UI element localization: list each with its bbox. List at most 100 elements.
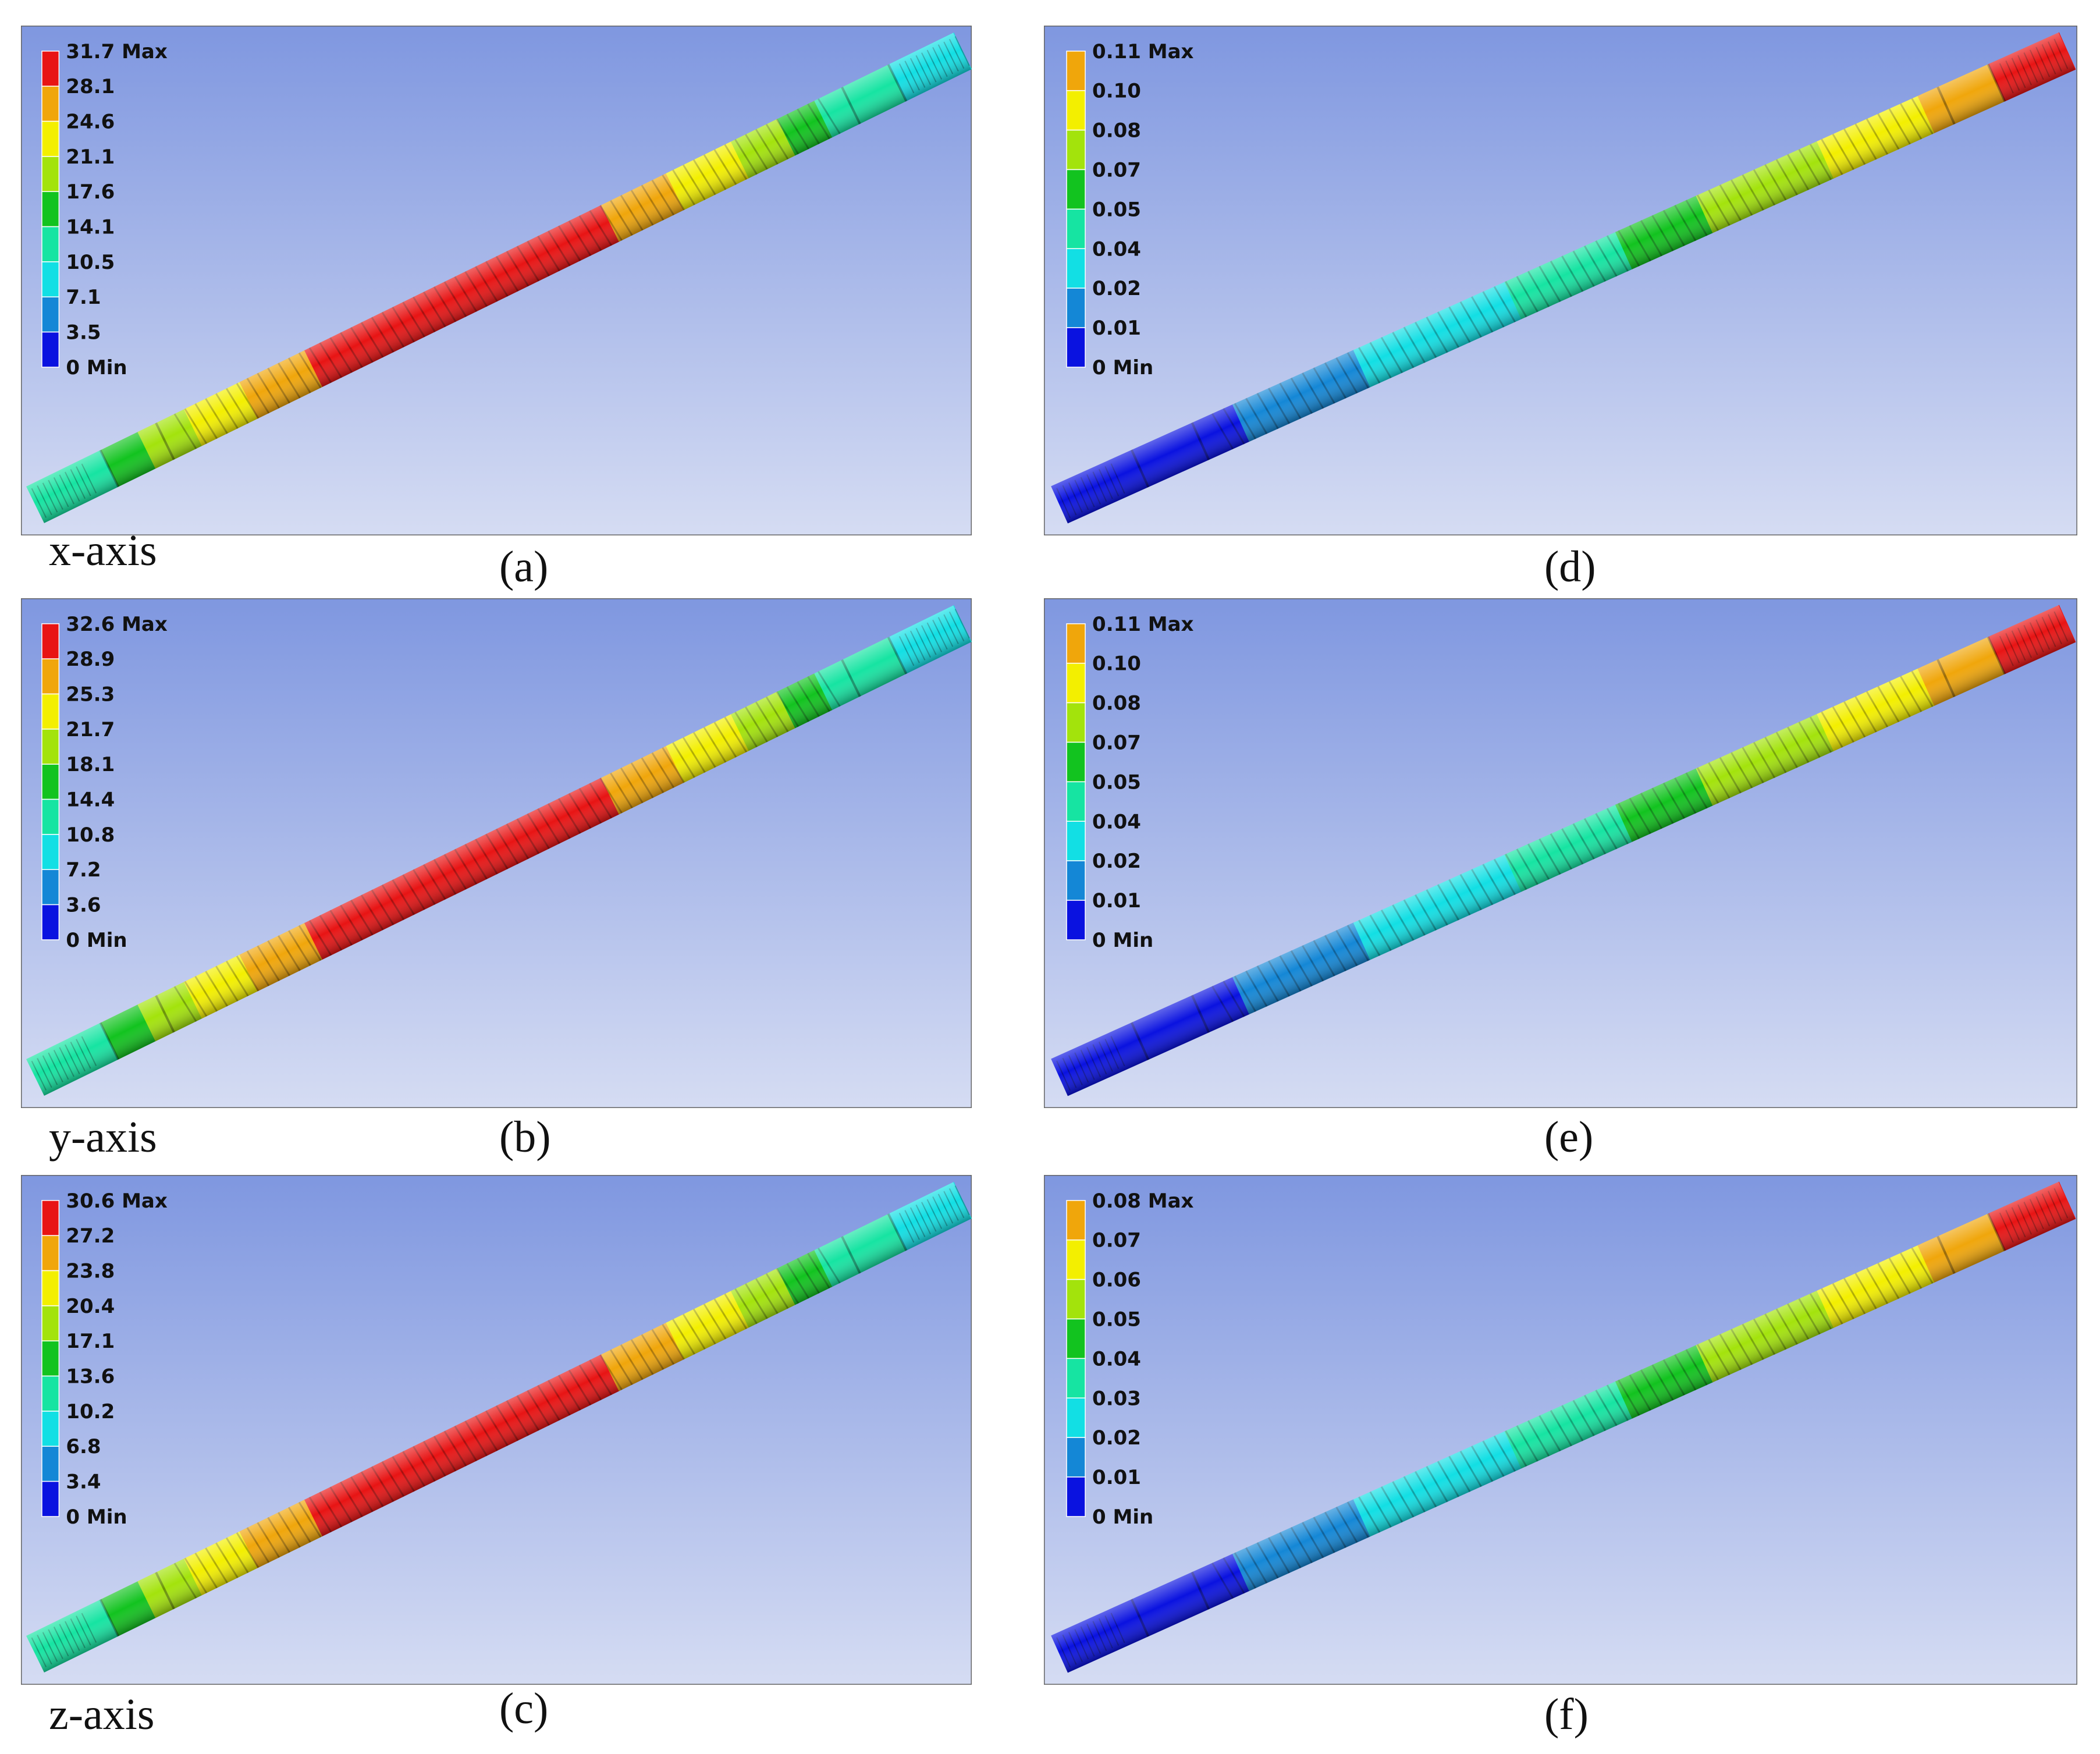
color-legend: 0.11 Max 0.10 0.08 0.07 0.05 0.04 0.02 0.01 0 Mi…: [1066, 613, 1194, 952]
legend-value-label: 0.08: [1092, 692, 1141, 715]
legend-band: [1066, 1239, 1086, 1280]
legend-value-label: 0.04: [1092, 810, 1141, 833]
legend-value-label: 28.1: [66, 75, 115, 98]
color-legend: 32.6 Max 28.9 25.3 21.7 18.1 14.4 10.8 7.2 3.6 0 …: [41, 613, 168, 952]
legend-band: [41, 51, 60, 87]
legend-band: [1066, 860, 1086, 901]
contour-plot-a: 31.7 Max 28.1 24.6 21.1 17.6 14.1 10.5 7.1 3.5 0 …: [21, 26, 972, 535]
legend-band: [1066, 248, 1086, 289]
legend-value-label: 10.5: [66, 251, 115, 274]
axis-label-x: x-axis: [49, 526, 157, 575]
legend-band: [1066, 1476, 1086, 1517]
contour-panel-f: 0.08 Max 0.07 0.06 0.05 0.04 0.03 0.02 0.01 0 Mi…: [1044, 1175, 2077, 1685]
legend-value-label: 20.4: [66, 1295, 115, 1318]
legend-value-label: 32.6 Max: [66, 613, 168, 636]
legend-band: [1066, 1279, 1086, 1320]
color-legend: 0.11 Max 0.10 0.08 0.07 0.05 0.04 0.02 0.01 0 Mi…: [1066, 40, 1194, 379]
legend-value-label: 0.08: [1092, 119, 1141, 143]
legend-value-label: 0.10: [1092, 80, 1141, 103]
legend-band: [1066, 1437, 1086, 1478]
legend-value-label: 0 Min: [66, 1506, 127, 1529]
legend-band: [41, 1375, 60, 1412]
legend-band: [1066, 741, 1086, 783]
caption-d: (d): [1544, 542, 1596, 591]
threaded-rod-model: [1051, 605, 2076, 1096]
legend-band: [1066, 1397, 1086, 1438]
threaded-rod-model: [26, 32, 972, 523]
legend-value-label: 0.07: [1092, 731, 1141, 754]
legend-value-label: 3.6: [66, 894, 101, 917]
legend-band: [1066, 287, 1086, 328]
legend-band: [41, 904, 60, 940]
legend-band: [41, 1340, 60, 1377]
legend-value-label: 10.8: [66, 823, 115, 847]
legend-value-label: 0.05: [1092, 198, 1141, 221]
contour-panel-a: 31.7 Max 28.1 24.6 21.1 17.6 14.1 10.5 7.1 3.5 0 …: [21, 26, 972, 535]
legend-band: [1066, 821, 1086, 861]
legend-value-label: 21.7: [66, 718, 115, 741]
legend-value-label: 0 Min: [66, 356, 127, 379]
legend-band: [41, 296, 60, 333]
legend-value-label: 13.6: [66, 1365, 115, 1389]
caption-c: (c): [499, 1684, 549, 1733]
legend-band: [41, 1270, 60, 1306]
legend-band: [41, 226, 60, 262]
legend-band: [41, 1411, 60, 1447]
legend-band: [41, 1235, 60, 1272]
legend-value-label: 0.06: [1092, 1269, 1141, 1292]
legend-band: [1066, 702, 1086, 743]
legend-band: [41, 1305, 60, 1341]
contour-plot-c: 30.6 Max 27.2 23.8 20.4 17.1 13.6 10.2 6.8 3.4 0 …: [21, 1175, 972, 1685]
legend-value-label: 10.2: [66, 1400, 115, 1423]
legend-value-label: 0 Min: [1092, 356, 1153, 379]
caption-f: (f): [1544, 1690, 1589, 1739]
legend-band: [1066, 781, 1086, 822]
legend-value-label: 0.04: [1092, 237, 1141, 261]
legend-value-label: 0.01: [1092, 889, 1141, 912]
legend-value-label: 0 Min: [1092, 1506, 1153, 1529]
threaded-rod-model: [1051, 1181, 2076, 1673]
legend-band: [41, 764, 60, 800]
legend-value-label: 0.02: [1092, 850, 1141, 873]
legend-value-label: 0.01: [1092, 1466, 1141, 1489]
legend-value-label: 24.6: [66, 110, 115, 133]
legend-value-label: 30.6 Max: [66, 1190, 168, 1213]
legend-band: [41, 1446, 60, 1482]
legend-value-label: 0.04: [1092, 1347, 1141, 1370]
legend-band: [41, 1480, 60, 1517]
legend-value-label: 0.03: [1092, 1387, 1141, 1410]
legend-value-label: 0.08 Max: [1092, 1190, 1194, 1213]
threaded-rod-model: [1051, 32, 2076, 524]
caption-b: (b): [499, 1113, 551, 1162]
legend-band: [41, 693, 60, 730]
legend-value-label: 0.11 Max: [1092, 40, 1194, 63]
legend-band: [41, 798, 60, 835]
legend-value-label: 28.9: [66, 648, 115, 671]
contour-plot-f: 0.08 Max 0.07 0.06 0.05 0.04 0.03 0.02 0.01 0 Mi…: [1044, 1175, 2077, 1685]
legend-value-label: 0.02: [1092, 277, 1141, 300]
legend-value-label: 7.1: [66, 286, 101, 309]
legend-value-label: 21.1: [66, 145, 115, 169]
legend-value-label: 3.4: [66, 1471, 101, 1494]
legend-value-label: 0.10: [1092, 652, 1141, 676]
legend-value-label: 7.2: [66, 858, 101, 882]
color-legend: 30.6 Max 27.2 23.8 20.4 17.1 13.6 10.2 6.8 3.4 0 …: [41, 1190, 168, 1529]
legend-band: [1066, 662, 1086, 704]
legend-band: [1066, 327, 1086, 368]
legend-value-label: 0 Min: [1092, 929, 1153, 952]
color-legend: 0.08 Max 0.07 0.06 0.05 0.04 0.03 0.02 0.01 0 Mi…: [1066, 1190, 1194, 1529]
axis-label-y: y-axis: [49, 1113, 157, 1162]
legend-band: [41, 156, 60, 192]
legend-value-label: 3.5: [66, 321, 101, 345]
legend-value-label: 0.07: [1092, 158, 1141, 182]
legend-value-label: 17.6: [66, 180, 115, 204]
contour-panel-c: 30.6 Max 27.2 23.8 20.4 17.1 13.6 10.2 6.8 3.4 0 …: [21, 1175, 972, 1685]
legend-band: [1066, 129, 1086, 171]
legend-band: [1066, 1200, 1086, 1241]
color-legend: 31.7 Max 28.1 24.6 21.1 17.6 14.1 10.5 7.1 3.5 0 …: [41, 40, 168, 379]
legend-band: [41, 658, 60, 695]
legend-band: [41, 623, 60, 659]
legend-value-label: 0.01: [1092, 317, 1141, 340]
legend-band: [41, 120, 60, 157]
legend-value-label: 31.7 Max: [66, 40, 168, 63]
